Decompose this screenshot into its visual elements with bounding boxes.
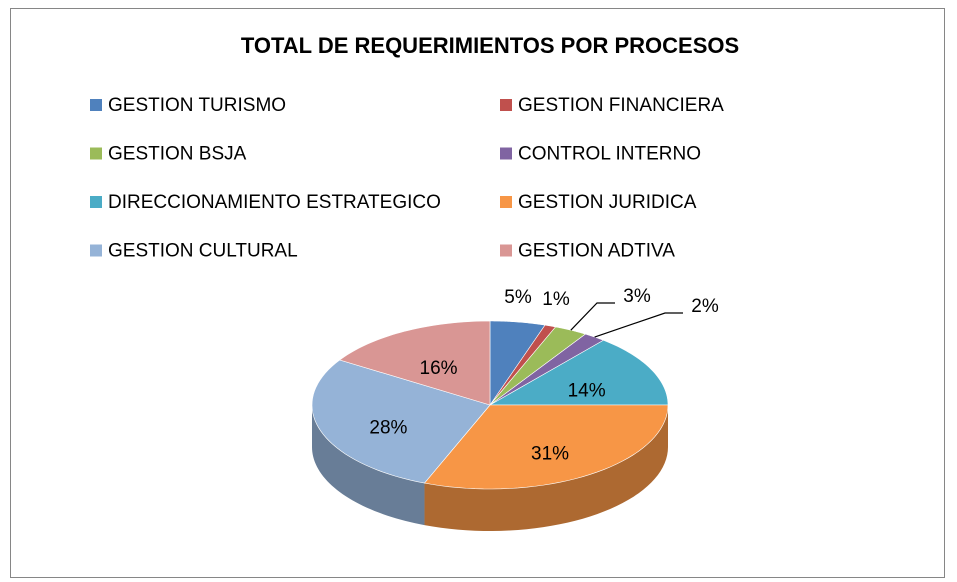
data-label: 16%: [420, 358, 458, 379]
chart-title: TOTAL DE REQUERIMIENTOS POR PROCESOS: [241, 33, 739, 58]
slice: [339, 320, 491, 406]
slice: [489, 326, 587, 406]
legend-label: GESTION TURISMO: [108, 95, 286, 116]
slice: [311, 359, 491, 484]
legend-swatch: [500, 244, 512, 257]
legend-swatch: [90, 99, 102, 111]
data-label: 1%: [542, 289, 570, 310]
data-label: 3%: [623, 286, 651, 307]
legend-label: GESTION FINANCIERA: [518, 95, 724, 116]
legend-label: GESTION CULTURAL: [108, 241, 298, 262]
slice-side: [424, 405, 668, 531]
legend-label: DIRECCIONAMIENTO ESTRATEGICO: [108, 192, 441, 213]
legend-swatch: [500, 99, 512, 111]
legend-label: GESTION ADTIVA: [518, 241, 675, 262]
legend-swatch: [90, 244, 102, 257]
legend-swatch: [500, 196, 512, 208]
leader-line: [570, 302, 615, 331]
leader-line: [594, 312, 683, 338]
data-label: 2%: [691, 296, 719, 317]
legend-label: GESTION JURIDICA: [518, 192, 697, 213]
legend-label: CONTROL INTERNO: [518, 144, 701, 165]
slice: [423, 404, 669, 490]
data-label: 31%: [531, 444, 569, 465]
legend-swatch: [90, 147, 102, 160]
slice-side: [312, 405, 425, 526]
legend-label: GESTION BSJA: [108, 144, 247, 165]
legend-swatch: [500, 147, 512, 160]
data-label: 5%: [504, 287, 532, 308]
slice: [488, 339, 669, 406]
legend-swatch: [90, 196, 102, 208]
data-label: 28%: [369, 418, 407, 439]
slice: [489, 320, 546, 406]
data-label: 14%: [568, 381, 606, 402]
